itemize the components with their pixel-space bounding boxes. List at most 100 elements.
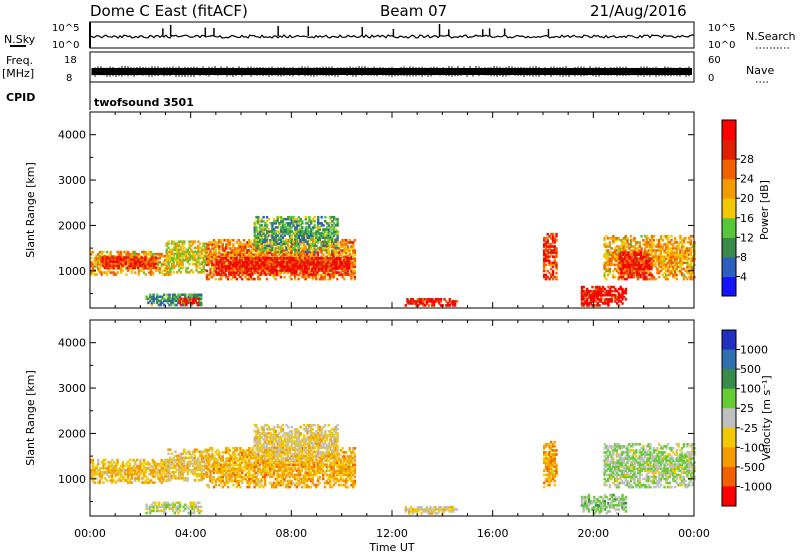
heatmap-cell (555, 271, 558, 275)
heatmap-cell (319, 263, 323, 266)
heatmap-cell (158, 465, 162, 468)
heatmap-cell (151, 256, 154, 259)
heatmap-cell (551, 277, 555, 281)
heatmap-cell (319, 267, 323, 270)
heatmap-cell (551, 273, 555, 277)
heatmap-cell (128, 471, 132, 474)
heatmap-cell (221, 249, 224, 252)
heatmap-cell (188, 254, 191, 258)
heatmap-cell (617, 245, 620, 248)
heatmap-cell (546, 245, 549, 248)
heatmap-cell (117, 266, 121, 270)
heatmap-cell (248, 249, 251, 252)
heatmap-cell (672, 269, 675, 273)
heatmap-cell (319, 259, 323, 262)
heatmap-cell (179, 472, 182, 476)
heatmap-cell (608, 253, 612, 256)
heatmap-cell (285, 222, 288, 225)
heatmap-cell (273, 228, 276, 231)
heatmap-cell (128, 252, 132, 256)
heatmap-cell (582, 302, 585, 305)
heatmap-cell (299, 232, 302, 235)
heatmap-cell (183, 252, 186, 256)
heatmap-cell (181, 460, 184, 464)
heatmap-cell (610, 285, 614, 289)
heatmap-cell (272, 253, 276, 256)
heatmap-cell (232, 243, 235, 246)
heatmap-cell (291, 257, 294, 260)
heatmap-cell (146, 259, 149, 262)
heatmap-cell (344, 273, 347, 276)
heatmap-cell (312, 261, 316, 264)
heatmap-cell (260, 230, 263, 233)
heatmap-cell (262, 240, 265, 243)
heatmap-cell (197, 464, 200, 468)
heatmap-cell (144, 258, 147, 261)
heatmap-cell (643, 261, 646, 265)
heatmap-cell (127, 269, 130, 272)
heatmap-cell (353, 239, 357, 242)
heatmap-cell (265, 267, 268, 270)
heatmap-cell (262, 238, 265, 241)
heatmap-cell (550, 253, 553, 256)
heatmap-cell (261, 261, 264, 264)
heatmap-cell (232, 255, 235, 258)
heatmap-cell (276, 217, 279, 221)
heatmap-cell (125, 250, 128, 254)
heatmap-cell (325, 234, 329, 237)
heatmap-cell (555, 263, 558, 267)
heatmap-cell (339, 245, 343, 248)
heatmap-cell (318, 228, 322, 231)
heatmap-cell (415, 302, 418, 305)
heatmap-cell (153, 469, 156, 472)
heatmap-cell (601, 287, 605, 291)
heatmap-cell (636, 265, 639, 269)
heatmap-cell (627, 275, 630, 279)
heatmap-cell (290, 247, 293, 250)
heatmap-cell (648, 257, 651, 260)
heatmap-cell (276, 220, 279, 223)
heatmap-cell (257, 217, 260, 221)
heatmap-cell (648, 267, 651, 271)
heatmap-cell (605, 269, 608, 273)
heatmap-cell (218, 241, 221, 244)
heatmap-cell (324, 240, 327, 243)
heatmap-cell (162, 254, 165, 258)
heatmap-cell (131, 258, 135, 261)
heatmap-cell (341, 249, 344, 252)
heatmap-cell (672, 253, 675, 256)
heatmap-cell (130, 471, 133, 474)
heatmap-cell (148, 297, 152, 301)
heatmap-cell (271, 226, 274, 229)
heatmap-cell (684, 255, 687, 258)
heatmap-cell (580, 285, 584, 289)
heatmap-cell (645, 241, 649, 244)
heatmap-cell (269, 248, 272, 252)
heatmap-cell (265, 236, 269, 239)
heatmap-cell (684, 257, 687, 260)
heatmap-cell (286, 239, 290, 242)
heatmap-cell (318, 226, 322, 229)
heatmap-cell (232, 251, 235, 254)
heatmap-cell (233, 259, 236, 262)
heatmap-cell (149, 269, 153, 272)
heatmap-cell (150, 295, 154, 299)
heatmap-cell (647, 237, 650, 240)
heatmap-cell (553, 241, 556, 244)
heatmap-cell (337, 259, 341, 263)
heatmap-cell (665, 277, 668, 281)
heatmap-cell (312, 267, 316, 270)
heatmap-cell (404, 304, 407, 307)
heatmap-cell (339, 249, 343, 252)
heatmap-cell (91, 465, 95, 468)
heatmap-cell (191, 456, 195, 460)
heatmap-cell (177, 477, 181, 480)
heatmap-cell (270, 263, 273, 266)
heatmap-cell (167, 477, 170, 480)
heatmap-cell (639, 265, 642, 269)
heatmap-cell (548, 271, 551, 275)
heatmap-cell (624, 289, 628, 293)
heatmap-cell (98, 250, 102, 254)
heatmap-cell (264, 234, 267, 237)
heatmap-cell (332, 261, 335, 264)
